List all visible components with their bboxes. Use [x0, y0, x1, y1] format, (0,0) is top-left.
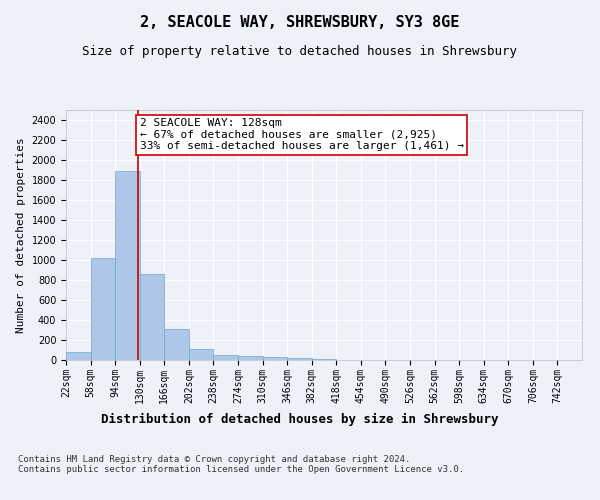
Bar	[91, 258, 115, 360]
Bar	[66, 352, 91, 360]
Bar	[140, 274, 164, 360]
Y-axis label: Number of detached properties: Number of detached properties	[16, 137, 26, 333]
Bar	[238, 356, 263, 360]
Bar	[164, 328, 189, 360]
Bar	[312, 359, 336, 360]
Text: 2, SEACOLE WAY, SHREWSBURY, SY3 8GE: 2, SEACOLE WAY, SHREWSBURY, SY3 8GE	[140, 15, 460, 30]
Bar	[263, 357, 287, 360]
Bar	[115, 171, 140, 360]
Text: Contains HM Land Registry data © Crown copyright and database right 2024.
Contai: Contains HM Land Registry data © Crown c…	[18, 455, 464, 474]
Text: 2 SEACOLE WAY: 128sqm
← 67% of detached houses are smaller (2,925)
33% of semi-d: 2 SEACOLE WAY: 128sqm ← 67% of detached …	[140, 118, 464, 151]
Bar	[287, 358, 312, 360]
Bar	[189, 348, 214, 360]
Bar	[214, 355, 238, 360]
Text: Distribution of detached houses by size in Shrewsbury: Distribution of detached houses by size …	[101, 412, 499, 426]
Text: Size of property relative to detached houses in Shrewsbury: Size of property relative to detached ho…	[83, 45, 517, 58]
